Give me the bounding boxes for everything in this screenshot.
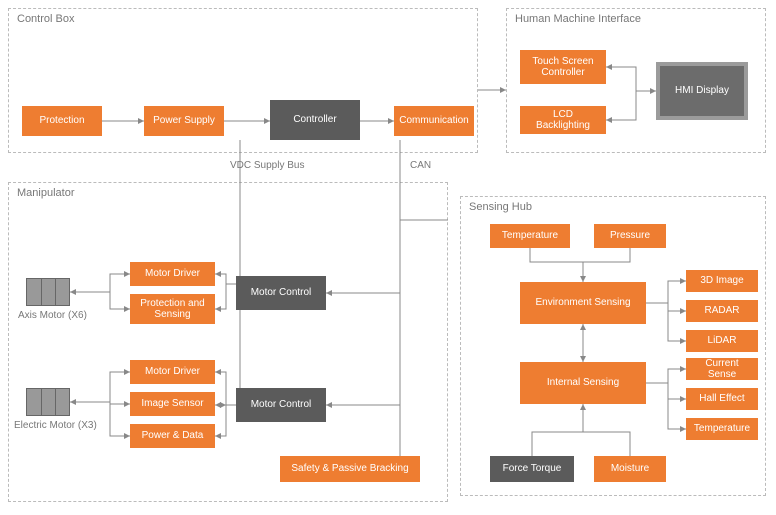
node-safety-braking: Safety & Passive Bracking: [280, 456, 420, 482]
node-protection: Protection: [22, 106, 102, 136]
node-image-sensor: Image Sensor: [130, 392, 215, 416]
node-controller: Controller: [270, 100, 360, 140]
node-temperature-out: Temperature: [686, 418, 758, 440]
edge-label-can: CAN: [410, 160, 431, 171]
node-touch-controller: Touch Screen Controller: [520, 50, 606, 84]
node-protection-sensing: Protection and Sensing: [130, 294, 215, 324]
node-motor-driver-2: Motor Driver: [130, 360, 215, 384]
node-hall-effect: Hall Effect: [686, 388, 758, 410]
node-3d-image: 3D Image: [686, 270, 758, 292]
node-pressure: Pressure: [594, 224, 666, 248]
group-title: Manipulator: [17, 187, 74, 199]
group-title: Control Box: [17, 13, 74, 25]
node-motor-control-2: Motor Control: [236, 388, 326, 422]
node-lidar: LiDAR: [686, 330, 758, 352]
electric-motor-icon: [26, 388, 70, 416]
node-motor-driver-1: Motor Driver: [130, 262, 215, 286]
node-motor-control-1: Motor Control: [236, 276, 326, 310]
edge-label-vdc: VDC Supply Bus: [230, 160, 304, 171]
node-radar: RADAR: [686, 300, 758, 322]
node-communication: Communication: [394, 106, 474, 136]
node-force-torque: Force Torque: [490, 456, 574, 482]
group-title: Sensing Hub: [469, 201, 532, 213]
node-current-sense: Current Sense: [686, 358, 758, 380]
node-hmi-display: HMI Display: [656, 62, 748, 120]
node-power-supply: Power Supply: [144, 106, 224, 136]
group-manipulator: Manipulator: [8, 182, 448, 502]
node-moisture: Moisture: [594, 456, 666, 482]
electric-motor-label: Electric Motor (X3): [14, 420, 97, 431]
node-internal-sensing: Internal Sensing: [520, 362, 646, 404]
node-lcd-backlight: LCD Backlighting: [520, 106, 606, 134]
node-temperature-in: Temperature: [490, 224, 570, 248]
group-title: Human Machine Interface: [515, 13, 641, 25]
node-power-data: Power & Data: [130, 424, 215, 448]
axis-motor-label: Axis Motor (X6): [18, 310, 87, 321]
node-env-sensing: Environment Sensing: [520, 282, 646, 324]
axis-motor-icon: [26, 278, 70, 306]
